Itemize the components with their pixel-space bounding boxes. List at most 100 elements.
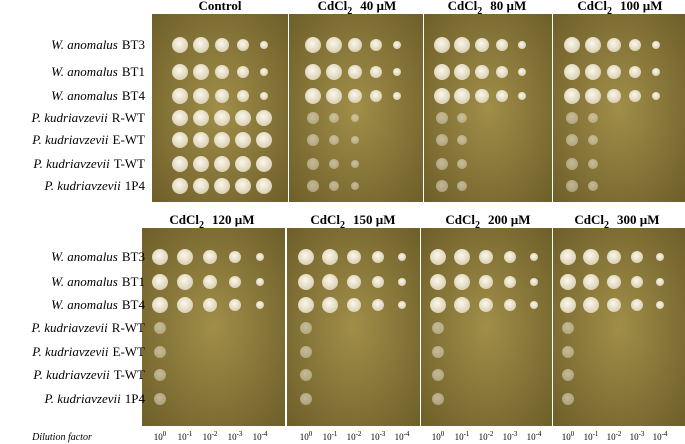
colony-spot [193,156,209,172]
strain-label: P. kudriavzevii 1P4 [43,178,145,193]
base: 10 [562,432,572,442]
colony-spot [398,301,406,309]
base: 10 [395,432,405,442]
colony-spot [436,112,448,124]
colony-spot [305,88,321,104]
dilution-label: 10-3 [371,430,386,442]
colony-spot [348,89,362,103]
dilution-label: 100 [300,430,313,442]
colony-spot [432,369,444,381]
subscript: 2 [607,6,612,17]
colony-spot [629,90,641,102]
colony-spot [214,110,230,126]
species: P. kudriavzevii [43,178,121,193]
exponent: 0 [441,430,445,438]
dilution-label: 10-4 [527,430,542,442]
colony-spot [398,278,406,286]
colony-spot [214,156,230,172]
panel-label: CdCl2 300 µM [574,212,659,231]
colony-spot [351,182,359,190]
colony-spot [454,64,470,80]
colony-spot [566,134,578,146]
colony-spot [436,134,448,146]
colony-spot [457,135,467,145]
colony-spot [475,89,489,103]
concentration: 120 µM [212,212,255,227]
colony-spot [329,113,339,123]
strain-label: W. anomalus BT1 [51,64,145,79]
colony-spot [193,178,209,194]
colony-spot [518,68,526,76]
colony-spot [454,297,470,313]
colony-spot [398,253,406,261]
base: 10 [584,432,594,442]
colony-spot [172,37,188,53]
colony-spot [652,41,660,49]
exponent: -3 [639,430,645,438]
subscript: 2 [340,220,345,231]
strain: 1P4 [125,178,146,193]
strain-label: P. kudriavzevii R-WT [30,320,145,335]
species: W. anomalus [51,249,118,264]
species: P. kudriavzevii [43,391,121,406]
colony-spot [214,178,230,194]
colony-spot [479,250,493,264]
colony-spot [518,41,526,49]
dilution-label: 10-1 [323,430,338,442]
colony-spot [152,274,168,290]
strain-label: W. anomalus BT4 [51,297,145,312]
colony-spot [530,278,538,286]
exponent: 0 [163,430,167,438]
colony-spot [229,251,241,263]
colony-spot [329,159,339,169]
colony-spot [172,156,188,172]
panel-label: CdCl2 120 µM [169,212,254,231]
strain-label: P. kudriavzevii 1P4 [43,391,145,406]
concentration: 100 µM [620,0,663,13]
colony-spot [560,274,576,290]
species: W. anomalus [51,274,118,289]
colony-spot [631,299,643,311]
strain-label: W. anomalus BT4 [51,88,145,103]
colony-spot [454,37,470,53]
dilution-title: Dilution factor [31,432,92,443]
colony-spot [629,39,641,51]
colony-spot [172,132,188,148]
exponent: -2 [356,430,362,438]
subscript: 2 [477,6,482,17]
colony-spot [351,114,359,122]
colony-spot [235,156,251,172]
colony-spot [307,112,319,124]
base: 10 [527,432,537,442]
strain: 1P4 [125,391,146,406]
colony-spot [562,346,574,358]
strain: T-WT [114,367,145,382]
concentration: 200 µM [488,212,531,227]
colony-spot [560,249,576,265]
colony-spot [229,299,241,311]
colony-spot [393,41,401,49]
species: W. anomalus [51,297,118,312]
colony-spot [496,39,508,51]
colony-spot [172,88,188,104]
colony-spot [229,276,241,288]
colony-spot [154,322,166,334]
colony-spot [479,298,493,312]
colony-spot [588,159,598,169]
colony-spot [607,89,621,103]
colony-spot [203,275,217,289]
colony-spot [562,369,574,381]
colony-spot [305,64,321,80]
panel-label: CdCl2 150 µM [310,212,395,231]
colony-spot [585,88,601,104]
exponent: -1 [464,430,470,438]
panel-label: CdCl2 80 µM [448,0,527,17]
colony-spot [607,250,621,264]
colony-spot [348,65,362,79]
colony-spot [172,110,188,126]
colony-spot [457,159,467,169]
concentration: 80 µM [490,0,526,13]
exponent: -2 [616,430,622,438]
colony-spot [436,180,448,192]
colony-spot [457,113,467,123]
